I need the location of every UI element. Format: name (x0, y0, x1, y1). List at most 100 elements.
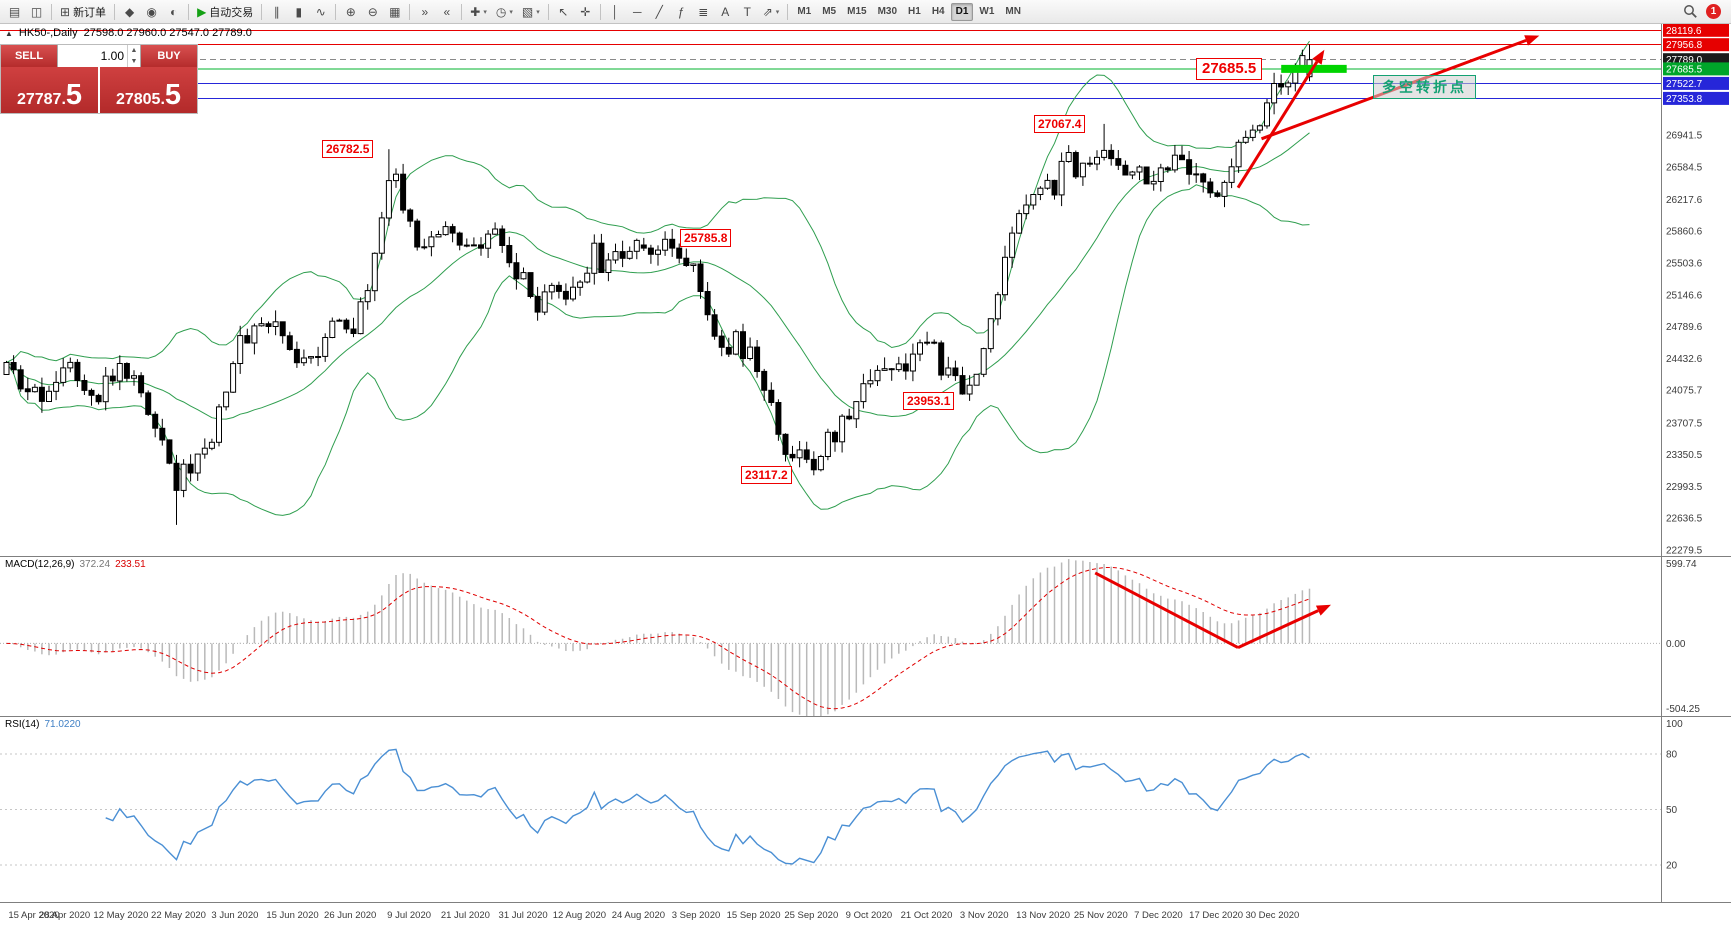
buy-price: 27805. (115, 91, 165, 108)
svg-text:21 Oct 2020: 21 Oct 2020 (901, 910, 953, 921)
svg-text:27789.0: 27789.0 (1666, 55, 1703, 66)
data-window-button[interactable]: ◫ (26, 2, 47, 22)
ohlc-values: 27598.0 27960.0 27547.0 27789.0 (83, 27, 252, 39)
indicators-icon: ✚ (470, 4, 481, 19)
indicators-button[interactable]: ✚ ▾ (466, 2, 491, 22)
macd-main-value: 372.24 (79, 559, 111, 570)
label-button[interactable]: T (737, 2, 758, 22)
timeframe-d1-button[interactable]: D1 (950, 2, 974, 21)
rsi-label: RSI(14) (5, 719, 40, 730)
chart-plot-area[interactable] (0, 24, 1661, 902)
svg-text:23707.5: 23707.5 (1666, 418, 1703, 429)
line-chart-button[interactable]: ∿ (310, 2, 331, 22)
chevron-down-icon: ▾ (775, 8, 780, 16)
svg-text:25503.6: 25503.6 (1666, 259, 1703, 270)
lot-decrease-button[interactable]: ▼ (130, 58, 138, 65)
trendline-icon: ╱ (655, 4, 663, 19)
search-icon[interactable] (1683, 4, 1698, 19)
svg-text:25 Nov 2020: 25 Nov 2020 (1074, 910, 1128, 921)
autotrading-button[interactable]: ▶ 自动交易 (193, 2, 257, 22)
timeframe-m15-button[interactable]: M15 (847, 6, 867, 17)
svg-text:31 Jul 2020: 31 Jul 2020 (499, 910, 548, 921)
collapse-trade-panel-icon[interactable]: ▲ (5, 28, 13, 38)
auto-scroll-button[interactable]: » (414, 2, 435, 22)
autotrading-icon: ▶ (197, 4, 207, 19)
community-button[interactable]: ◉ (141, 2, 162, 22)
svg-text:24789.6: 24789.6 (1666, 322, 1703, 333)
toolbar-separator (114, 3, 116, 20)
time-scale[interactable] (0, 903, 1731, 946)
buy-price-panel[interactable]: 27805. 5 (100, 67, 197, 113)
channel-button[interactable]: ≣ (693, 2, 714, 22)
channel-icon: ≣ (698, 4, 709, 19)
tile-windows-icon: ▦ (389, 4, 401, 19)
new-order-label: 新订单 (73, 6, 107, 19)
lot-size-input[interactable]: 1.00 ▲ ▼ (57, 45, 141, 67)
horizontal-line-button[interactable]: ─ (627, 2, 648, 22)
candlestick-chart-button[interactable]: ▮ (288, 2, 309, 22)
svg-text:24075.7: 24075.7 (1666, 386, 1703, 397)
svg-text:7 Dec 2020: 7 Dec 2020 (1134, 910, 1183, 921)
svg-text:27956.8: 27956.8 (1666, 40, 1703, 51)
deposit-button[interactable]: ◆ (119, 2, 140, 22)
chart-shift-button[interactable]: « (436, 2, 457, 22)
timeframe-h4-button[interactable]: H4 (931, 6, 945, 17)
trendline-button[interactable]: ╱ (649, 2, 670, 22)
lot-value[interactable]: 1.00 (100, 49, 124, 63)
periods-icon: ◷ (495, 4, 507, 19)
cursor-button[interactable]: ↖ (553, 2, 574, 22)
arrow-objects-button[interactable]: ⇗ ▾ (759, 2, 784, 22)
timeframe-mn-button[interactable]: MN (1005, 6, 1021, 17)
crosshair-button[interactable]: ✛ (575, 2, 596, 22)
history-center-icon: ◐ (169, 4, 178, 19)
svg-text:17 Dec 2020: 17 Dec 2020 (1189, 910, 1243, 921)
svg-text:30 Dec 2020: 30 Dec 2020 (1245, 910, 1299, 921)
market-watch-button[interactable]: ▤ (4, 2, 25, 22)
sell-button[interactable]: SELL (1, 45, 57, 67)
new-order-icon: ⊞ (60, 4, 71, 19)
buy-button[interactable]: BUY (141, 45, 197, 67)
lot-increase-button[interactable]: ▲ (130, 47, 138, 54)
periods-button[interactable]: ◷ ▾ (492, 2, 517, 22)
toolbar-separator (461, 3, 463, 20)
svg-text:23350.5: 23350.5 (1666, 450, 1703, 461)
fibonacci-button[interactable]: ƒ (671, 2, 692, 22)
timeframe-m5-button[interactable]: M5 (822, 6, 837, 17)
svg-text:22279.5: 22279.5 (1666, 545, 1703, 556)
svg-text:22636.5: 22636.5 (1666, 514, 1703, 525)
sell-price-panel[interactable]: 27787. 5 (1, 67, 98, 113)
price-scale[interactable] (1662, 24, 1731, 902)
timeframe-w1-button[interactable]: W1 (979, 6, 995, 17)
zoom-out-button[interactable]: ⊖ (362, 2, 383, 22)
one-click-trading-panel: SELL 1.00 ▲ ▼ BUY 27787. 5 27805. 5 (0, 44, 198, 114)
bar-chart-button[interactable]: ∥ (266, 2, 287, 22)
chevron-down-icon: ▾ (483, 8, 487, 16)
history-center-button[interactable]: ◐ (163, 2, 184, 22)
chart-shift-icon: « (443, 4, 451, 19)
toolbar-right: 1 (1683, 4, 1727, 19)
svg-text:50: 50 (1666, 805, 1678, 816)
timeframe-h1-button[interactable]: H1 (908, 6, 921, 17)
toolbar-separator (599, 3, 601, 20)
toolbar-separator (261, 3, 263, 20)
chevron-down-icon: ▾ (509, 8, 513, 16)
new-order-button[interactable]: ⊞ 新订单 (56, 2, 110, 22)
zoom-in-button[interactable]: ⊕ (340, 2, 361, 22)
text-button[interactable]: A (715, 2, 736, 22)
timeframe-m30-button[interactable]: M30 (877, 6, 898, 17)
chart-ohlc-header: ▲ HK50-,Daily 27598.0 27960.0 27547.0 27… (5, 27, 252, 39)
toolbar: ▤ ◫ ⊞ 新订单 ◆ ◉ ◐ ▶ 自动交易 ∥ ▮ ∿ ⊕ ⊖ ▦» «✚ ▾ ◷ ▾ ▧ ▾ ↖ ✛ │ ─ ╱ ƒ ≣ A T ⇗ ▾ M… (0, 0, 1731, 24)
toolbar-separator (409, 3, 411, 20)
macd-pane-label: MACD(12,26,9) 372.24 233.51 (5, 559, 146, 570)
tile-windows-button[interactable]: ▦ (384, 2, 405, 22)
templates-button[interactable]: ▧ ▾ (518, 2, 544, 22)
vertical-line-button[interactable]: │ (605, 2, 626, 22)
svg-text:27353.8: 27353.8 (1666, 94, 1703, 105)
notification-badge[interactable]: 1 (1706, 4, 1721, 19)
timeframe-m1-button[interactable]: M1 (797, 6, 812, 17)
svg-text:26941.5: 26941.5 (1666, 131, 1703, 142)
macd-label: MACD(12,26,9) (5, 559, 75, 570)
svg-text:22993.5: 22993.5 (1666, 482, 1703, 493)
rsi-pane-label: RSI(14) 71.0220 (5, 719, 81, 730)
